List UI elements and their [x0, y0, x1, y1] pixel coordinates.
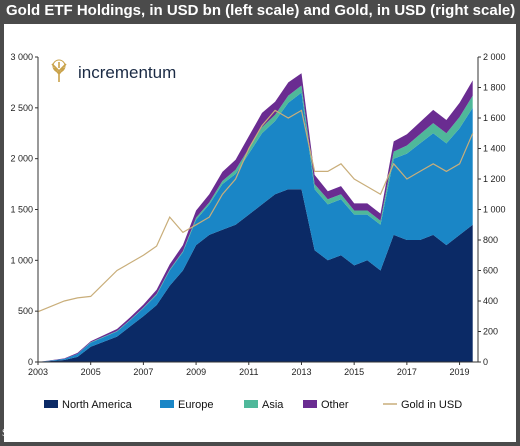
right-tick-label: 800 — [483, 235, 498, 245]
left-tick-label: 1 500 — [10, 205, 33, 215]
left-tick-label: 0 — [28, 357, 33, 367]
legend-swatch-other — [303, 400, 317, 408]
area-other — [38, 73, 473, 363]
legend-label-europe: Europe — [178, 399, 213, 411]
legend: North America Europe Asia Other Gold in USD — [44, 399, 462, 411]
x-tick-label: 2003 — [28, 367, 48, 377]
right-tick-label: 400 — [483, 296, 498, 306]
chart-title: Gold ETF Holdings, in USD bn (left scale… — [6, 2, 516, 19]
logo-text: incrementum — [78, 63, 176, 82]
logo: incrementum — [48, 59, 176, 84]
legend-swatch-europe — [160, 400, 174, 408]
x-tick-label: 2019 — [450, 367, 470, 377]
legend-label-gold-in-usd: Gold in USD — [401, 399, 462, 411]
stacked-areas — [38, 73, 473, 363]
x-tick-label: 2013 — [291, 367, 311, 377]
x-tick-label: 2011 — [239, 367, 258, 377]
right-tick-label: 1 800 — [483, 83, 506, 93]
legend-swatch-asia — [244, 400, 258, 408]
axes: 0 500 1 000 1 500 2 000 2 500 3 000 0 200 400 600 8… — [10, 52, 505, 377]
line-gold-in-usd — [37, 109, 474, 313]
legend-label-asia: Asia — [262, 399, 284, 411]
right-tick-label: 200 — [483, 327, 498, 337]
legend-swatch-north-america — [44, 400, 58, 408]
gold-price-line — [37, 109, 474, 313]
right-tick-label: 1 400 — [483, 144, 506, 154]
right-tick-label: 600 — [483, 266, 498, 276]
right-tick-label: 1 000 — [483, 205, 506, 215]
x-tick-label: 2009 — [186, 367, 206, 377]
left-tick-label: 3 000 — [10, 52, 33, 62]
x-tick-label: 2005 — [81, 367, 101, 377]
x-tick-label: 2007 — [133, 367, 153, 377]
left-tick-label: 2 000 — [10, 154, 33, 164]
right-tick-label: 1 600 — [483, 113, 506, 123]
right-tick-label: 2 000 — [483, 52, 506, 62]
left-tick-label: 2 500 — [10, 103, 33, 113]
area-north-america — [38, 189, 473, 362]
left-tick-label: 1 000 — [10, 255, 33, 265]
tree-icon — [48, 59, 70, 84]
right-tick-label: 0 — [483, 357, 488, 367]
right-tick-label: 1 200 — [483, 174, 506, 184]
x-tick-label: 2015 — [344, 367, 364, 377]
area-europe — [38, 92, 473, 362]
area-asia — [38, 85, 473, 362]
x-tick-label: 2017 — [397, 367, 417, 377]
left-tick-label: 500 — [18, 306, 33, 316]
source-note: Sources: World Gold Council, Incrementum… — [2, 428, 195, 439]
legend-label-north-america: North America — [62, 399, 133, 411]
legend-label-other: Other — [321, 399, 349, 411]
